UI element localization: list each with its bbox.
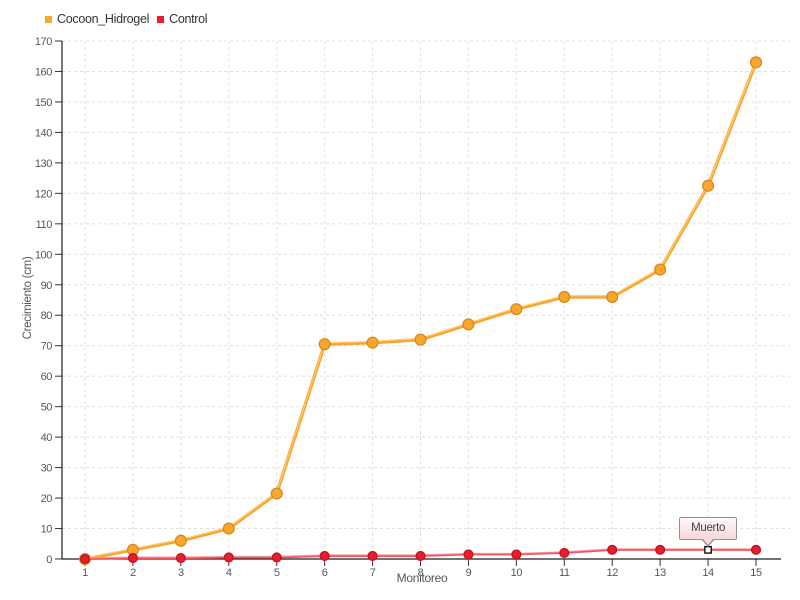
legend-item-control[interactable]: Control	[157, 12, 208, 26]
svg-text:120: 120	[35, 188, 52, 200]
chart-legend: Cocoon_Hidrogel Control	[45, 12, 208, 26]
legend-swatch-cocoon-icon	[45, 15, 52, 23]
svg-text:90: 90	[41, 280, 53, 292]
svg-text:2: 2	[130, 567, 136, 579]
muerto-marker	[704, 545, 712, 554]
muerto-annotation: Muerto	[679, 516, 738, 540]
svg-text:20: 20	[41, 493, 53, 505]
svg-text:7: 7	[370, 567, 376, 579]
svg-text:3: 3	[178, 567, 184, 579]
svg-text:1: 1	[82, 567, 88, 579]
axis-ticks-and-labels: 0102030405060708090100110120130140150160…	[35, 36, 763, 579]
svg-text:9: 9	[466, 567, 472, 579]
svg-text:150: 150	[35, 97, 52, 109]
svg-text:50: 50	[41, 402, 53, 414]
svg-text:5: 5	[274, 567, 280, 579]
svg-text:160: 160	[35, 66, 52, 78]
svg-text:8: 8	[418, 567, 424, 579]
svg-text:70: 70	[41, 341, 53, 353]
legend-item-cocoon-hidrogel[interactable]: Cocoon_Hidrogel	[45, 12, 149, 26]
svg-text:140: 140	[35, 127, 52, 139]
svg-text:10: 10	[511, 567, 523, 579]
svg-text:13: 13	[654, 567, 666, 579]
svg-text:100: 100	[35, 249, 52, 261]
x-axis-title: Monitoreo	[396, 571, 448, 585]
legend-label-cocoon: Cocoon_Hidrogel	[57, 12, 150, 26]
svg-text:10: 10	[41, 524, 53, 536]
gridlines	[62, 40, 790, 559]
svg-text:0: 0	[46, 554, 52, 566]
svg-text:110: 110	[36, 219, 53, 231]
svg-text:6: 6	[322, 567, 328, 579]
svg-text:60: 60	[41, 371, 53, 383]
svg-text:11: 11	[559, 567, 570, 579]
svg-text:130: 130	[35, 158, 52, 170]
svg-text:80: 80	[41, 310, 53, 322]
svg-text:30: 30	[41, 463, 53, 475]
svg-text:14: 14	[702, 567, 714, 579]
legend-label-control: Control	[169, 12, 208, 26]
svg-text:40: 40	[41, 432, 53, 444]
legend-swatch-control-icon	[157, 15, 165, 23]
svg-text:15: 15	[750, 567, 762, 579]
series-control	[79, 544, 762, 565]
y-axis-title: Crecimiento (cm)	[22, 256, 34, 340]
axes	[61, 41, 781, 560]
svg-text:12: 12	[606, 567, 618, 579]
svg-text:4: 4	[226, 567, 232, 579]
svg-text:170: 170	[35, 36, 52, 48]
